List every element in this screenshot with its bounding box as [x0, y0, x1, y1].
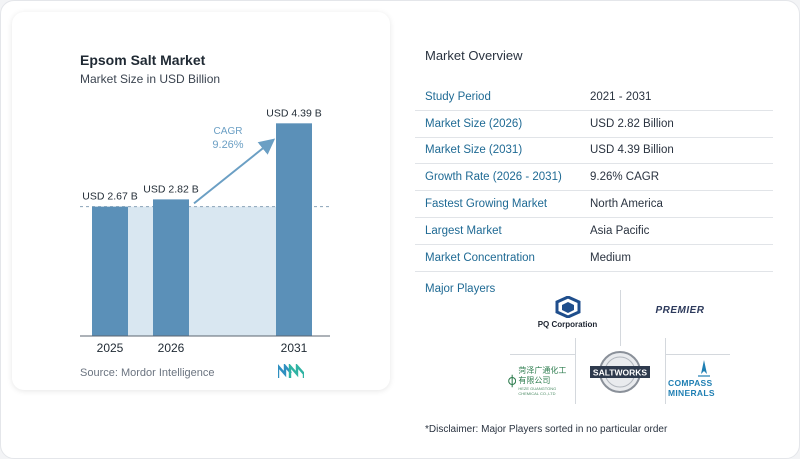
cagr-label: CAGR [214, 126, 243, 137]
chart-subtitle: Market Size in USD Billion [80, 72, 221, 86]
overview-row: Market Concentration Medium [415, 245, 773, 272]
overview-row-label: Market Size (2026) [425, 117, 523, 130]
bar-2025 [92, 206, 128, 336]
overview-row-value: 2021 - 2031 [590, 90, 652, 103]
overview-row-label: Growth Rate (2026 - 2031) [425, 171, 562, 184]
chinese-company-subtitle: HEZE GUANGTONG CHEMICAL CO.,LTD [518, 386, 557, 396]
chinese-company-name: 菏泽广通化工有限公司 [518, 366, 567, 385]
overview-row: Growth Rate (2026 - 2031) 9.26% CAGR [415, 164, 773, 192]
overview-row-value: USD 4.39 Billion [590, 144, 674, 157]
overview-title: Market Overview [425, 48, 523, 63]
overview-row: Market Size (2026) USD 2.82 Billion [415, 111, 773, 138]
chinese-company-logo: 菏泽广通化工有限公司 HEZE GUANGTONG CHEMICAL CO.,L… [508, 366, 574, 396]
overview-row-value: Medium [590, 251, 631, 264]
compass-minerals-logo: COMPASS MINERALS [668, 360, 740, 398]
overview-row-value: Asia Pacific [590, 224, 650, 237]
overview-row-label: Study Period [425, 90, 491, 103]
x-tick-label: 2025 [97, 341, 124, 355]
overview-row-label: Fastest Growing Market [425, 198, 548, 211]
saltworks-logo: SALTWORKS [584, 350, 656, 394]
overview-row: Market Size (2031) USD 4.39 Billion [415, 138, 773, 165]
overview-table: Study Period 2021 - 2031 Market Size (2026… [415, 84, 773, 272]
data-label: USD 2.82 B [143, 183, 198, 195]
overview-row-value: North America [590, 198, 663, 211]
compass-minerals-name: COMPASS MINERALS [668, 378, 715, 398]
chinese-company-emblem-icon [508, 374, 517, 388]
pq-corporation-logo: PQ Corporation [535, 296, 600, 329]
bar-2026 [153, 199, 189, 336]
overview-row: Largest Market Asia Pacific [415, 218, 773, 245]
overview-row-label: Market Concentration [425, 251, 535, 264]
divider [665, 338, 666, 404]
x-tick-label: 2026 [158, 341, 185, 355]
bar-chart: USD 2.67 B 2025 USD 2.82 B 2026 USD 4.39 B 20… [80, 107, 330, 355]
highlight-band [92, 206, 312, 336]
overview-row-value: USD 2.82 Billion [590, 117, 674, 130]
saltworks-badge-icon: SALTWORKS [590, 351, 650, 393]
bar-2031 [276, 123, 312, 336]
source-text: Source: Mordor Intelligence [80, 367, 215, 379]
overview-row-value: 9.26% CAGR [590, 171, 660, 184]
data-label: USD 4.39 B [266, 107, 321, 119]
overview-row: Study Period 2021 - 2031 [415, 84, 773, 111]
compass-icon [698, 360, 710, 377]
overview-row: Fastest Growing Market North America [415, 191, 773, 218]
pq-hexagon-icon [555, 296, 580, 318]
divider [620, 290, 621, 346]
cagr-arrow [193, 138, 276, 205]
players-title: Major Players [425, 283, 496, 295]
premier-name: PREMIER [655, 305, 705, 316]
pq-corporation-name: PQ Corporation [537, 320, 598, 329]
premier-logo: PREMIER [640, 305, 720, 316]
divider [665, 354, 730, 355]
disclaimer: *Disclaimer: Major Players sorted in no … [425, 424, 668, 435]
overview-row-label: Market Size (2031) [425, 144, 523, 157]
data-label: USD 2.67 B [82, 191, 137, 203]
cagr-value: 9.26% [212, 139, 243, 151]
divider [510, 354, 575, 355]
saltworks-name: SALTWORKS [593, 368, 647, 378]
chart-title: Epsom Salt Market [80, 52, 206, 68]
overview-row-label: Largest Market [425, 224, 502, 237]
divider [575, 338, 576, 404]
mordor-logo-icon [278, 364, 304, 378]
x-tick-label: 2031 [281, 341, 308, 355]
